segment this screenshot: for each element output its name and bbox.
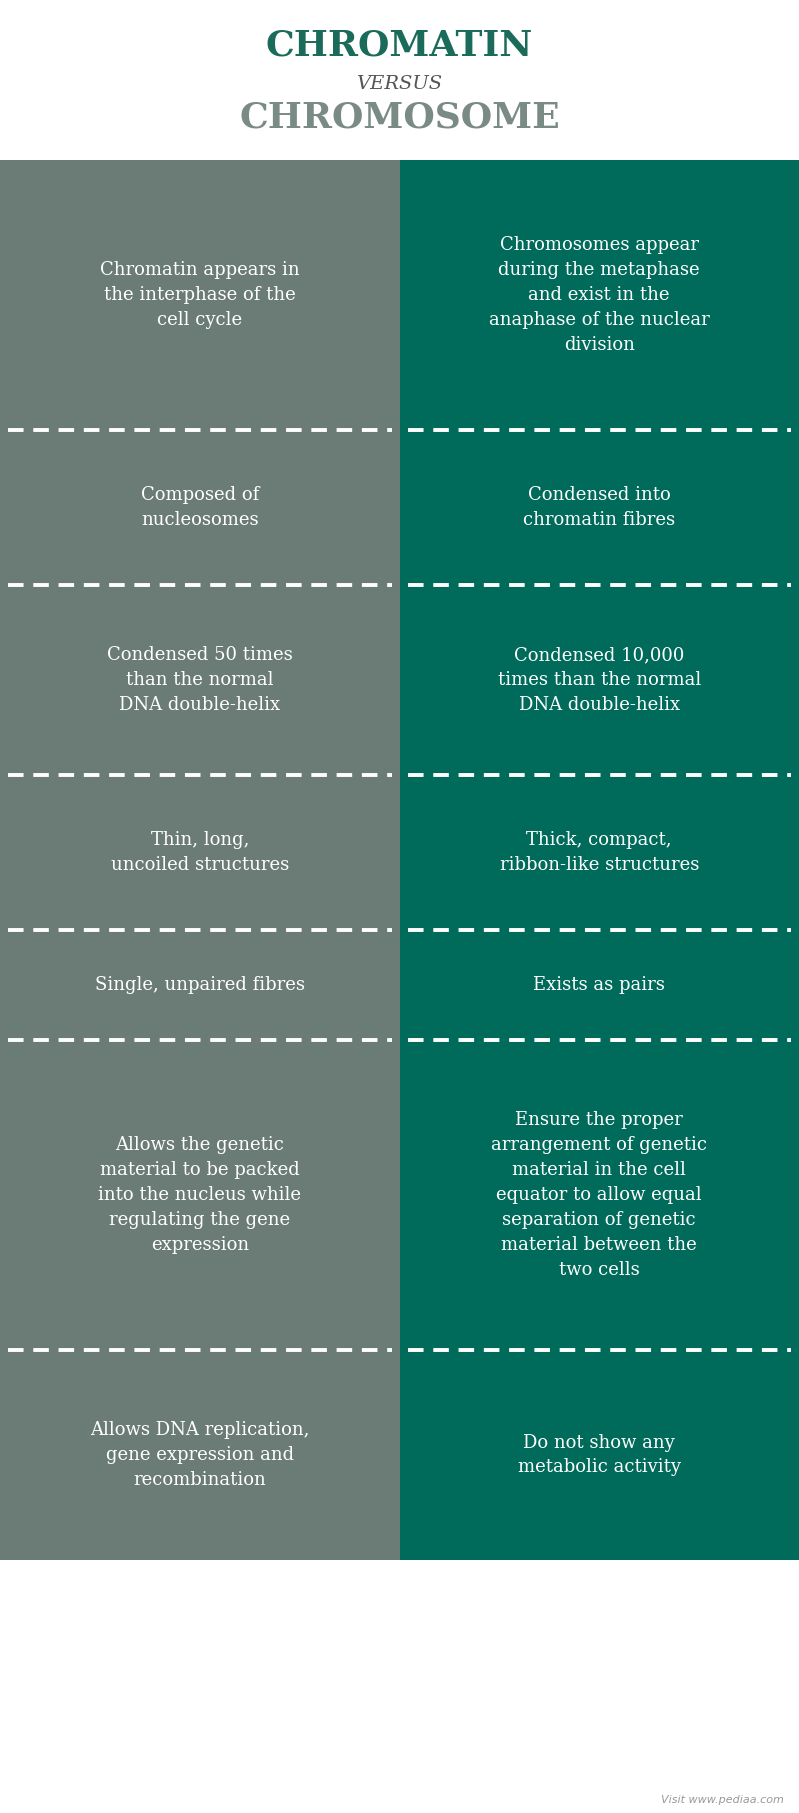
Text: Exists as pairs: Exists as pairs (533, 975, 666, 994)
Text: Ensure the proper
arrangement of genetic
material in the cell
equator to allow e: Ensure the proper arrangement of genetic… (491, 1111, 707, 1278)
Text: Chromosomes appear
during the metaphase
and exist in the
anaphase of the nuclear: Chromosomes appear during the metaphase … (489, 236, 710, 354)
Bar (0, 774, 400, 930)
Text: CHROMATIN: CHROMATIN (266, 27, 533, 62)
Bar (400, 930, 799, 1041)
Bar (400, 774, 799, 930)
Bar (0, 1351, 400, 1559)
Text: Chromatin appears in
the interphase of the
cell cycle: Chromatin appears in the interphase of t… (100, 261, 300, 328)
Text: Single, unpaired fibres: Single, unpaired fibres (95, 975, 304, 994)
Bar (0, 930, 400, 1041)
Text: Do not show any
metabolic activity: Do not show any metabolic activity (518, 1434, 681, 1476)
Bar (400, 586, 799, 774)
Bar (0, 430, 400, 586)
Text: Condensed into
chromatin fibres: Condensed into chromatin fibres (523, 486, 675, 529)
Text: Thin, long,
uncoiled structures: Thin, long, uncoiled structures (110, 830, 289, 874)
Bar (0, 160, 400, 430)
Bar (0, 1041, 400, 1351)
Text: Allows DNA replication,
gene expression and
recombination: Allows DNA replication, gene expression … (90, 1421, 309, 1488)
Bar (400, 160, 799, 430)
Bar (400, 430, 799, 586)
Text: Visit www.pediaa.com: Visit www.pediaa.com (661, 1795, 784, 1806)
Text: Thick, compact,
ribbon-like structures: Thick, compact, ribbon-like structures (499, 830, 699, 874)
Text: Condensed 10,000
times than the normal
DNA double-helix: Condensed 10,000 times than the normal D… (498, 645, 701, 714)
Text: VERSUS: VERSUS (356, 74, 443, 92)
Text: Condensed 50 times
than the normal
DNA double-helix: Condensed 50 times than the normal DNA d… (107, 645, 292, 714)
Text: Allows the genetic
material to be packed
into the nucleus while
regulating the g: Allows the genetic material to be packed… (98, 1137, 301, 1255)
Bar (400, 1351, 799, 1559)
Text: CHROMOSOME: CHROMOSOME (239, 100, 560, 134)
Text: Composed of
nucleosomes: Composed of nucleosomes (141, 486, 259, 529)
Bar (400, 1041, 799, 1351)
Bar (0, 586, 400, 774)
